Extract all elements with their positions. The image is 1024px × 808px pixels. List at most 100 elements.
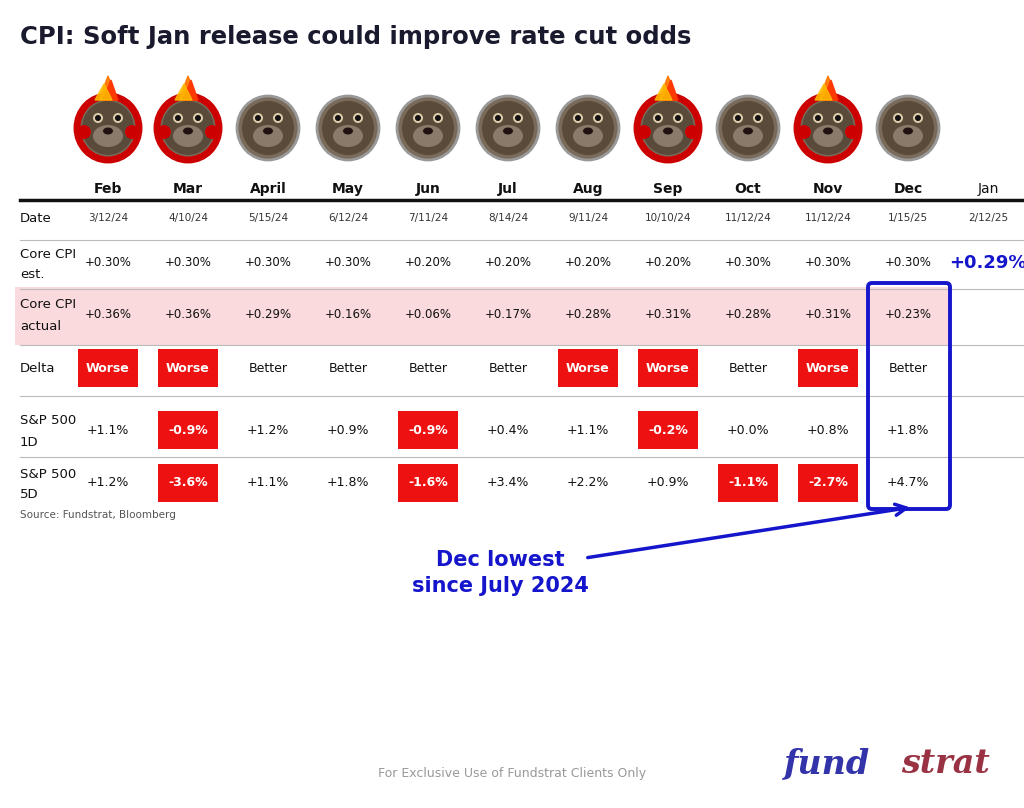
Text: +0.30%: +0.30% xyxy=(725,256,771,270)
Ellipse shape xyxy=(495,115,501,121)
Ellipse shape xyxy=(162,101,214,155)
Text: Date: Date xyxy=(20,212,52,225)
Text: +0.36%: +0.36% xyxy=(165,309,212,322)
Text: +1.2%: +1.2% xyxy=(87,477,129,490)
Text: Delta: Delta xyxy=(20,361,55,374)
Ellipse shape xyxy=(493,113,503,123)
Polygon shape xyxy=(815,84,831,100)
Ellipse shape xyxy=(877,96,939,160)
Text: 11/12/24: 11/12/24 xyxy=(725,213,771,223)
Ellipse shape xyxy=(845,125,859,139)
Text: +0.30%: +0.30% xyxy=(885,256,932,270)
Text: since July 2024: since July 2024 xyxy=(412,576,589,596)
Text: 1/15/25: 1/15/25 xyxy=(888,213,928,223)
Text: -3.6%: -3.6% xyxy=(168,477,208,490)
Ellipse shape xyxy=(242,101,294,155)
Ellipse shape xyxy=(77,125,91,139)
Ellipse shape xyxy=(797,96,859,160)
Text: Mar: Mar xyxy=(173,182,203,196)
Text: Better: Better xyxy=(728,361,768,374)
Bar xyxy=(558,349,618,387)
Ellipse shape xyxy=(482,101,534,155)
Ellipse shape xyxy=(322,101,374,155)
Bar xyxy=(158,349,218,387)
Ellipse shape xyxy=(823,128,833,134)
Text: +1.1%: +1.1% xyxy=(567,423,609,436)
Text: -0.9%: -0.9% xyxy=(168,423,208,436)
Ellipse shape xyxy=(797,125,811,139)
Ellipse shape xyxy=(685,125,699,139)
Text: 1D: 1D xyxy=(20,436,39,448)
Ellipse shape xyxy=(675,115,681,121)
Bar xyxy=(78,349,138,387)
Text: +0.8%: +0.8% xyxy=(807,423,849,436)
Ellipse shape xyxy=(353,113,362,123)
Polygon shape xyxy=(819,76,837,100)
Text: +0.16%: +0.16% xyxy=(325,309,372,322)
Text: +0.06%: +0.06% xyxy=(404,309,452,322)
Ellipse shape xyxy=(175,115,181,121)
Text: 4/10/24: 4/10/24 xyxy=(168,213,208,223)
Text: Oct: Oct xyxy=(734,182,762,196)
Ellipse shape xyxy=(263,128,273,134)
Ellipse shape xyxy=(237,96,299,160)
Ellipse shape xyxy=(493,125,523,147)
Text: CPI: Soft Jan release could improve rate cut odds: CPI: Soft Jan release could improve rate… xyxy=(20,25,691,49)
Text: +0.20%: +0.20% xyxy=(644,256,691,270)
Text: actual: actual xyxy=(20,319,61,333)
Ellipse shape xyxy=(115,115,121,121)
Ellipse shape xyxy=(575,115,581,121)
Text: -2.7%: -2.7% xyxy=(808,477,848,490)
Text: Jan: Jan xyxy=(977,182,998,196)
Text: +0.31%: +0.31% xyxy=(644,309,691,322)
Text: 5D: 5D xyxy=(20,489,39,502)
Text: Dec lowest: Dec lowest xyxy=(435,550,564,570)
Polygon shape xyxy=(95,84,112,100)
Text: Feb: Feb xyxy=(94,182,122,196)
Ellipse shape xyxy=(255,115,261,121)
Ellipse shape xyxy=(343,128,353,134)
Text: +0.23%: +0.23% xyxy=(885,309,932,322)
Text: Sep: Sep xyxy=(653,182,683,196)
Text: strat: strat xyxy=(901,747,990,780)
Bar xyxy=(398,464,458,502)
Text: Core CPI: Core CPI xyxy=(20,298,76,312)
Ellipse shape xyxy=(435,115,441,121)
Text: +0.30%: +0.30% xyxy=(805,256,851,270)
Ellipse shape xyxy=(95,115,101,121)
Polygon shape xyxy=(659,76,677,100)
Bar xyxy=(158,411,218,449)
Text: +1.1%: +1.1% xyxy=(247,477,289,490)
Ellipse shape xyxy=(205,125,219,139)
Ellipse shape xyxy=(157,125,171,139)
Ellipse shape xyxy=(915,115,921,121)
Polygon shape xyxy=(99,76,117,100)
Ellipse shape xyxy=(573,113,583,123)
Text: Aug: Aug xyxy=(572,182,603,196)
Bar xyxy=(398,411,458,449)
Ellipse shape xyxy=(893,113,903,123)
Polygon shape xyxy=(183,80,198,100)
Text: Worse: Worse xyxy=(806,361,850,374)
Ellipse shape xyxy=(173,113,183,123)
Text: +4.7%: +4.7% xyxy=(887,477,929,490)
Ellipse shape xyxy=(815,115,821,121)
Text: S&P 500: S&P 500 xyxy=(20,415,76,427)
Text: 11/12/24: 11/12/24 xyxy=(805,213,851,223)
Ellipse shape xyxy=(717,96,779,160)
Ellipse shape xyxy=(423,128,433,134)
Ellipse shape xyxy=(333,125,362,147)
Text: 2/12/25: 2/12/25 xyxy=(968,213,1008,223)
Ellipse shape xyxy=(333,113,343,123)
Text: +0.28%: +0.28% xyxy=(725,309,771,322)
Ellipse shape xyxy=(195,115,201,121)
Text: +3.4%: +3.4% xyxy=(486,477,529,490)
Text: Source: Fundstrat, Bloomberg: Source: Fundstrat, Bloomberg xyxy=(20,510,176,520)
Ellipse shape xyxy=(503,128,513,134)
Ellipse shape xyxy=(735,115,741,121)
Ellipse shape xyxy=(125,125,139,139)
Text: +1.2%: +1.2% xyxy=(247,423,289,436)
Ellipse shape xyxy=(573,125,603,147)
Text: Better: Better xyxy=(409,361,447,374)
Polygon shape xyxy=(663,80,678,100)
